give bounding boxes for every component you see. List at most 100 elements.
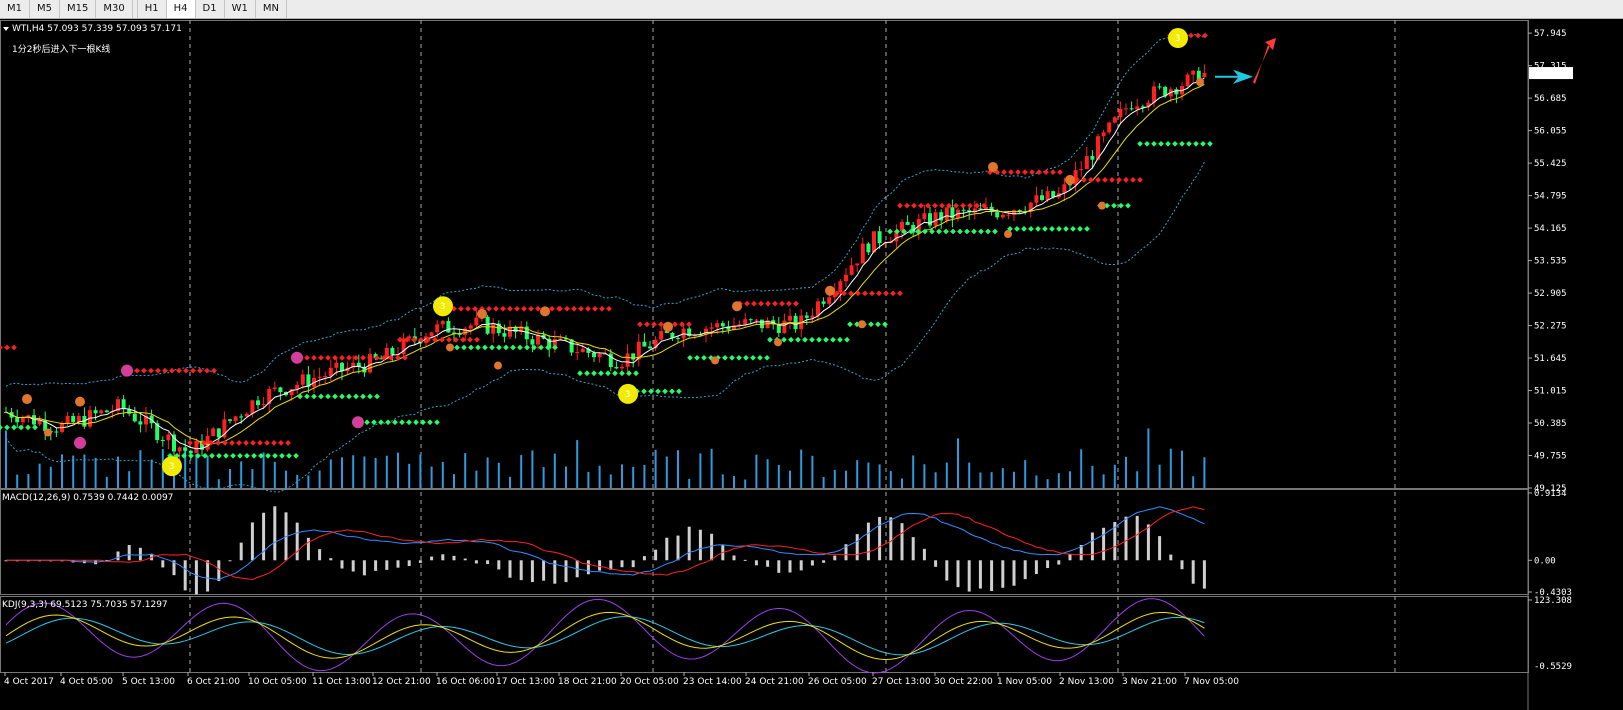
- candle-body: [1163, 86, 1168, 97]
- support-dot: [202, 452, 208, 459]
- macd-histogram-bar: [407, 560, 411, 567]
- timeframe-button-m30[interactable]: M30: [96, 0, 133, 18]
- support-dot: [311, 393, 317, 400]
- support-dot: [209, 452, 215, 459]
- support-dot: [216, 452, 222, 459]
- support-dot: [517, 344, 523, 351]
- macd-histogram-bar: [922, 548, 926, 561]
- macd-histogram-bar: [228, 560, 232, 562]
- resistance-dot: [402, 354, 408, 361]
- support-dot: [830, 336, 836, 343]
- macd-histogram-bar: [306, 537, 310, 561]
- support-dot: [371, 419, 377, 426]
- macd-histogram-bar: [620, 560, 624, 568]
- candle-body: [860, 243, 865, 264]
- resistance-dot: [304, 354, 310, 361]
- candle-body: [631, 353, 636, 360]
- macd-histogram-bar: [553, 560, 557, 584]
- time-axis-label: 23 Oct 14:00: [683, 677, 742, 687]
- macd-histogram-bar: [127, 545, 131, 561]
- timeframe-button-mn[interactable]: MN: [256, 0, 287, 18]
- support-dot: [957, 228, 963, 235]
- macd-histogram-bar: [374, 560, 378, 571]
- support-dot: [4, 424, 10, 431]
- resistance-dot: [507, 305, 513, 312]
- resistance-dot: [388, 354, 394, 361]
- support-dot: [420, 419, 426, 426]
- macd-histogram-bar: [1158, 536, 1162, 561]
- support-dot: [894, 228, 900, 235]
- time-axis-label: 10 Oct 05:00: [248, 677, 307, 687]
- candle-body: [1146, 102, 1151, 107]
- resistance-dot: [4, 344, 10, 351]
- support-dot: [971, 228, 977, 235]
- time-axis-label: 4 Oct 2017: [4, 677, 54, 687]
- resistance-dot: [932, 202, 938, 209]
- resistance-dot: [11, 344, 17, 351]
- candle-body: [1062, 184, 1067, 194]
- ma-slow-line: [5, 83, 1205, 445]
- macd-histogram-bar: [564, 560, 568, 583]
- macd-histogram-bar: [519, 560, 523, 581]
- candle-body: [984, 206, 988, 210]
- timeframe-button-m1[interactable]: M1: [0, 0, 30, 18]
- support-dot: [385, 419, 391, 426]
- timeframe-button-d1[interactable]: D1: [196, 0, 225, 18]
- timeframe-button-m15[interactable]: M15: [60, 0, 97, 18]
- resistance-dot: [967, 202, 973, 209]
- bollinger-lower-band: [5, 161, 1205, 493]
- resistance-dot: [1008, 169, 1014, 175]
- timeframe-button-w1[interactable]: W1: [225, 0, 256, 18]
- resistance-dot: [514, 305, 520, 312]
- support-dot: [1035, 226, 1041, 232]
- candle-body: [328, 367, 333, 377]
- price-axis-label: 57.315: [1534, 62, 1567, 72]
- support-dot: [992, 228, 998, 235]
- candle-body: [978, 208, 983, 210]
- support-dot: [1042, 226, 1048, 232]
- macd-histogram-bar: [866, 522, 870, 561]
- time-axis-label: 30 Oct 22:00: [934, 677, 993, 687]
- chart-canvas[interactable]: 57.945 57.315 56.685 56.055 55.425 54.795 54.1…: [0, 20, 1623, 710]
- candle-body: [782, 320, 787, 333]
- resistance-dot: [148, 367, 154, 374]
- support-dot: [936, 228, 942, 235]
- candle-body: [698, 334, 703, 336]
- candle-body: [911, 224, 916, 233]
- candle-body: [603, 353, 608, 355]
- support-dot: [25, 424, 31, 431]
- resistance-dot: [765, 300, 771, 307]
- candle-body: [368, 354, 372, 373]
- macd-histogram-bar: [295, 522, 299, 561]
- resistance-dot: [162, 367, 168, 374]
- price-axis-label: 54.165: [1534, 224, 1567, 234]
- timeframe-button-h4[interactable]: H4: [166, 0, 196, 18]
- candle-body: [1051, 191, 1056, 198]
- time-axis-label: 16 Oct 06:00: [436, 677, 495, 687]
- support-dot: [1137, 140, 1143, 147]
- support-dot: [837, 336, 843, 343]
- bollinger-upper-band: [5, 33, 1205, 387]
- support-dot: [908, 228, 914, 235]
- macd-histogram-bar: [844, 544, 848, 561]
- support-dot: [1165, 140, 1171, 147]
- time-axis-label: 17 Oct 13:00: [496, 677, 555, 687]
- support-dot: [847, 321, 853, 328]
- candle-body: [468, 325, 473, 329]
- candle-body: [244, 413, 249, 417]
- resistance-dot: [1123, 177, 1129, 183]
- candle-body: [788, 315, 792, 321]
- support-dot: [676, 388, 682, 395]
- resistance-dot: [1015, 169, 1021, 175]
- resistance-dot: [1088, 177, 1094, 183]
- macd-histogram-bar: [967, 560, 971, 592]
- timeframe-button-h1[interactable]: H1: [136, 0, 167, 18]
- support-dot: [223, 452, 229, 459]
- candle-body: [1079, 169, 1084, 171]
- candle-body: [1185, 74, 1190, 86]
- timeframe-button-m5[interactable]: M5: [30, 0, 60, 18]
- candle-body: [564, 338, 568, 340]
- macd-histogram-bar: [1102, 527, 1106, 561]
- candle-body: [188, 450, 193, 454]
- signal-marker-orange: [75, 396, 85, 407]
